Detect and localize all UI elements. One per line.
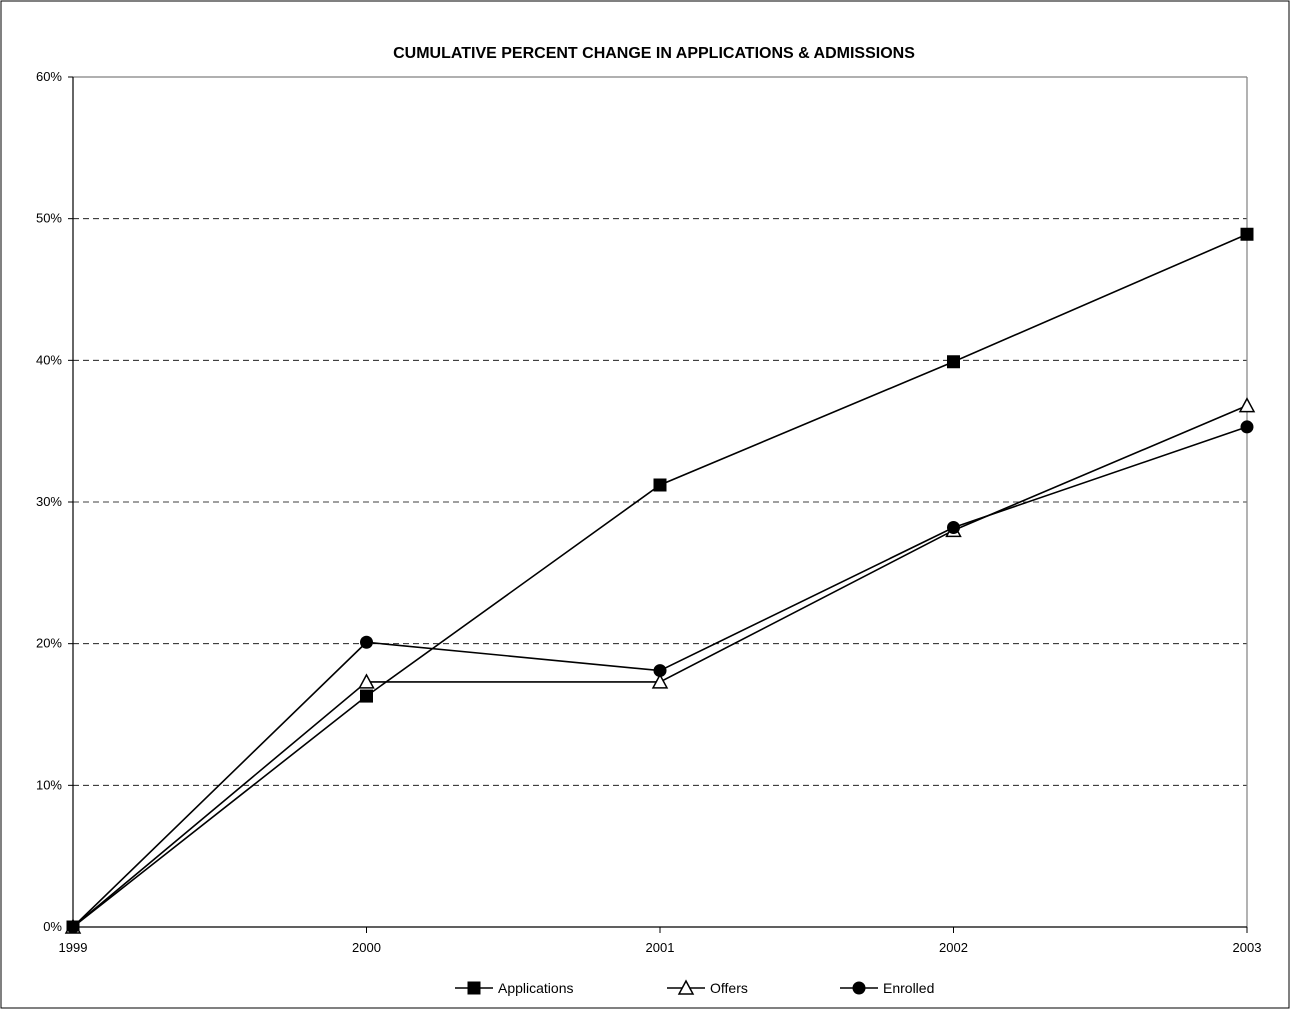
data-point [947, 355, 960, 369]
y-tick-label: 30% [36, 494, 62, 509]
legend-item-applications: Applications [455, 980, 574, 996]
y-tick-label: 0% [43, 919, 62, 934]
legend: Applications Offers Enrolled [455, 979, 934, 996]
data-point [651, 673, 669, 689]
data-point [1240, 420, 1254, 434]
x-tick-label: 2002 [939, 940, 968, 955]
x-tick-label: 2000 [352, 940, 381, 955]
y-axis-tick-labels: 0% 10% 20% 30% 40% 50% 60% [36, 69, 62, 934]
legend-marker [677, 979, 695, 995]
legend-item-enrolled: Enrolled [840, 980, 934, 996]
data-point [653, 478, 667, 492]
legend-marker [852, 981, 866, 995]
legend-label: Offers [710, 980, 748, 996]
gridlines [73, 218, 1247, 786]
data-point [66, 920, 80, 934]
data-point [358, 673, 375, 689]
legend-marker [467, 981, 481, 995]
y-tick-label: 40% [36, 352, 62, 367]
series-enrolled [66, 420, 1254, 934]
x-tick-label: 1999 [59, 940, 88, 955]
y-tick-label: 50% [36, 211, 62, 226]
y-tick-label: 60% [36, 69, 62, 84]
data-point [1238, 397, 1256, 413]
legend-item-offers: Offers [667, 979, 748, 996]
series-lines [64, 227, 1256, 934]
x-tick-label: 2001 [646, 940, 675, 955]
data-point [360, 635, 373, 649]
legend-label: Applications [498, 980, 574, 996]
data-point [360, 689, 373, 703]
chart-title: CUMULATIVE PERCENT CHANGE IN APPLICATION… [393, 45, 915, 62]
legend-label: Enrolled [883, 980, 934, 996]
data-point [653, 664, 667, 678]
x-tick-label: 2003 [1233, 940, 1262, 955]
data-point [947, 521, 960, 534]
data-point [1240, 227, 1254, 241]
axes [68, 76, 1248, 933]
y-tick-label: 20% [36, 636, 62, 651]
y-tick-label: 10% [36, 777, 62, 792]
x-axis-tick-labels: 1999 2000 2001 2002 2003 [59, 940, 1262, 955]
